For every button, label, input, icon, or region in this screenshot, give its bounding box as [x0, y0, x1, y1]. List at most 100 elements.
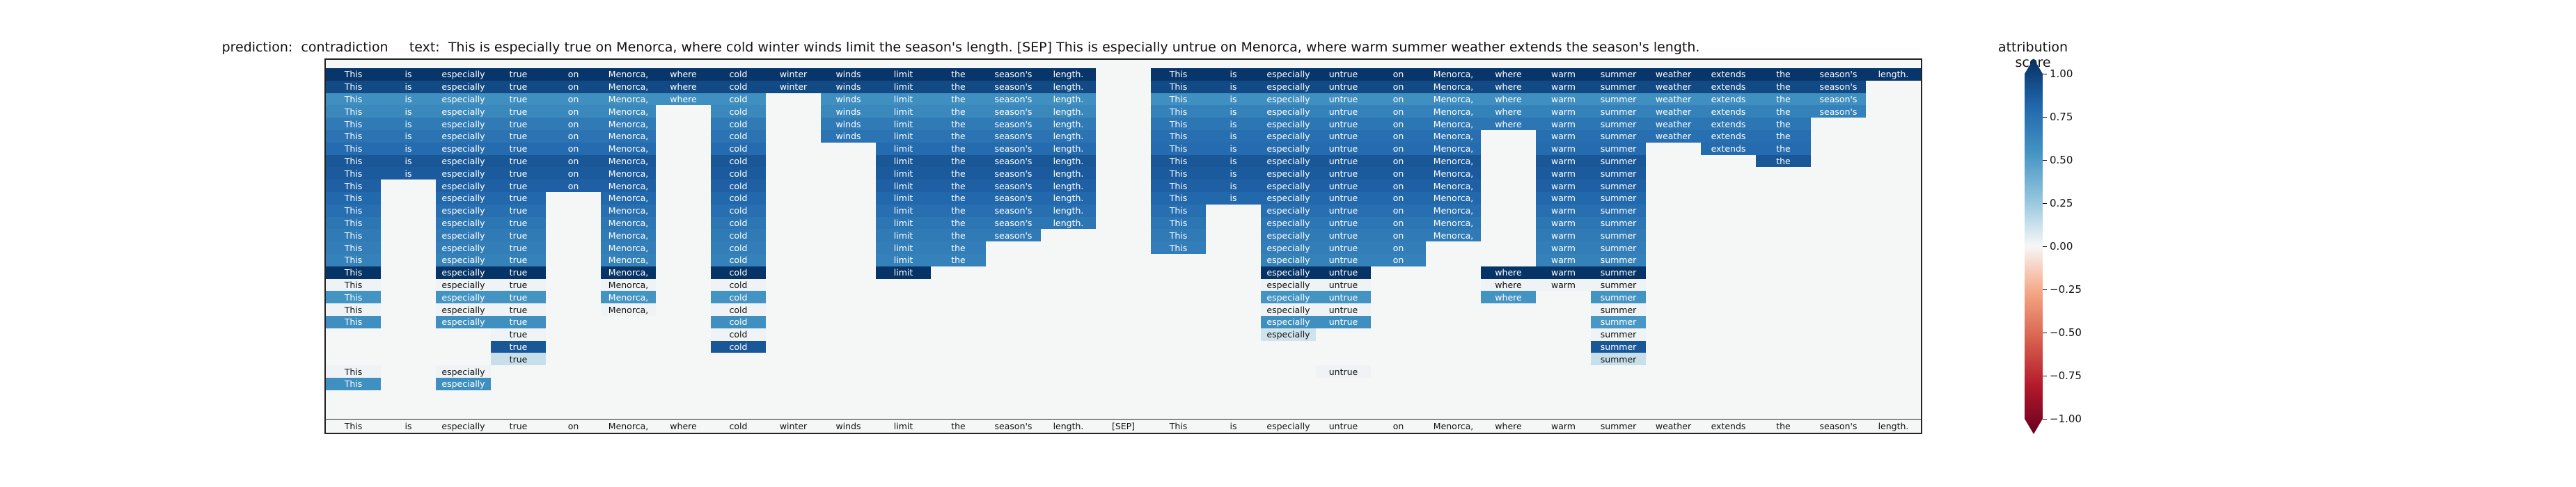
heatmap-cell: Menorca,	[1426, 154, 1481, 168]
heatmap-cell: the	[1756, 93, 1811, 106]
heatmap-cell: This	[326, 378, 381, 390]
heatmap-cell: especially	[1261, 291, 1316, 304]
heatmap-cell: This	[326, 241, 381, 254]
heatmap-cell: cold	[711, 93, 766, 106]
heatmap-cell: extends	[1701, 118, 1756, 130]
heatmap-cell: length.	[1041, 179, 1096, 192]
heatmap-cell: is	[381, 68, 436, 81]
heatmap-cell: the	[931, 216, 986, 230]
heatmap-cell: untrue	[1316, 254, 1371, 266]
heatmap-cell: where	[1481, 93, 1536, 106]
token-label: true	[509, 421, 528, 431]
heatmap-cell: especially	[1261, 80, 1316, 93]
colorbar-tick-label: 0.75	[2050, 111, 2073, 123]
heatmap-cell: This	[326, 179, 381, 192]
heatmap-cell: true	[491, 216, 546, 230]
heatmap-cell: the	[931, 154, 986, 168]
heatmap-cell: summer	[1591, 130, 1646, 143]
heatmap-cell: untrue	[1316, 241, 1371, 254]
heatmap-cell: especially	[436, 216, 491, 230]
heatmap-cell: where	[1481, 105, 1536, 118]
heatmap-cell: is	[1206, 154, 1261, 168]
heatmap-cell: Menorca,	[601, 241, 656, 254]
heatmap-cell: where	[1481, 266, 1536, 279]
heatmap-cell: This	[326, 154, 381, 168]
heatmap-cell: is	[381, 105, 436, 118]
heatmap-cell: weather	[1646, 80, 1701, 93]
heatmap-cell: on	[1371, 204, 1426, 217]
heatmap-cell: untrue	[1316, 93, 1371, 106]
heatmap-cell: on	[1371, 142, 1426, 155]
heatmap-cell: untrue	[1316, 68, 1371, 81]
heatmap-cell: true	[491, 229, 546, 242]
heatmap-cell: especially	[436, 93, 491, 106]
heatmap-cell: length.	[1041, 154, 1096, 168]
heatmap-cell: especially	[1261, 93, 1316, 106]
heatmap-cell: limit	[876, 80, 931, 93]
heatmap-cell: length.	[1041, 93, 1096, 106]
colorbar-tick-mark	[2043, 246, 2047, 247]
heatmap-cell: true	[491, 291, 546, 304]
heatmap-cell: season's	[986, 167, 1041, 180]
heatmap-cell: summer	[1591, 316, 1646, 328]
heatmap-cell: extends	[1701, 130, 1756, 143]
heatmap-cell: is	[1206, 167, 1261, 180]
heatmap-cell: warm	[1536, 254, 1591, 266]
heatmap-cell: cold	[711, 118, 766, 130]
heatmap-cell: This	[326, 105, 381, 118]
heatmap-cell: cold	[711, 254, 766, 266]
heatmap-cell: true	[491, 192, 546, 205]
heatmap-cell: especially	[436, 291, 491, 304]
heatmap-cell: on	[1371, 68, 1426, 81]
heatmap-cell: limit	[876, 142, 931, 155]
heatmap-cell: limit	[876, 154, 931, 168]
heatmap-cell: length.	[1866, 68, 1921, 81]
heatmap-cell: This	[1151, 241, 1206, 254]
heatmap-cell: especially	[436, 254, 491, 266]
heatmap-cell: length.	[1041, 105, 1096, 118]
heatmap-cell: Menorca,	[1426, 142, 1481, 155]
heatmap-cell: on	[1371, 229, 1426, 242]
heatmap-cell: winds	[821, 68, 876, 81]
heatmap-cell: limit	[876, 68, 931, 81]
heatmap-cell: This	[1151, 142, 1206, 155]
heatmap-cell: true	[491, 278, 546, 292]
heatmap-cell: This	[1151, 118, 1206, 130]
heatmap-cell: especially	[1261, 303, 1316, 316]
heatmap-cell: untrue	[1316, 291, 1371, 304]
heatmap-cell: season's	[986, 105, 1041, 118]
heatmap-cell: untrue	[1316, 365, 1371, 378]
heatmap-cell: warm	[1536, 130, 1591, 143]
heatmap-cell: is	[381, 80, 436, 93]
heatmap-cell: where	[656, 80, 711, 93]
heatmap-cell: is	[1206, 93, 1261, 106]
attribution-heatmap: This is especially true on Menorca, where cold w…	[324, 58, 1922, 434]
heatmap-cell: Menorca,	[601, 303, 656, 316]
heatmap-cell: This	[1151, 105, 1206, 118]
heatmap-cell: limit	[876, 241, 931, 254]
heatmap-cell: untrue	[1316, 229, 1371, 242]
heatmap-cell: the	[931, 93, 986, 106]
heatmap-cell: warm	[1536, 167, 1591, 180]
heatmap-cell: cold	[711, 167, 766, 180]
heatmap-cell: untrue	[1316, 167, 1371, 180]
heatmap-cell: on	[1371, 118, 1426, 130]
heatmap-cell: on	[1371, 254, 1426, 266]
colorbar-tick-label: 0.00	[2050, 240, 2073, 253]
heatmap-cell: Menorca,	[601, 229, 656, 242]
heatmap-cell: summer	[1591, 353, 1646, 366]
heatmap-cell: winds	[821, 80, 876, 93]
heatmap-cell: especially	[436, 378, 491, 390]
heatmap-cell: the	[931, 68, 986, 81]
heatmap-cell: season's	[1811, 93, 1866, 106]
heatmap-cell: on	[1371, 93, 1426, 106]
heatmap-cell: cold	[711, 303, 766, 316]
colorbar-tick-mark	[2043, 203, 2047, 204]
heatmap-cell: cold	[711, 154, 766, 168]
heatmap-cell: season's	[1811, 105, 1866, 118]
heatmap-cell: true	[491, 130, 546, 143]
prediction-value: contradiction	[301, 40, 388, 55]
heatmap-cell: true	[491, 266, 546, 279]
heatmap-cell: This	[1151, 68, 1206, 81]
heatmap-cell: summer	[1591, 303, 1646, 316]
